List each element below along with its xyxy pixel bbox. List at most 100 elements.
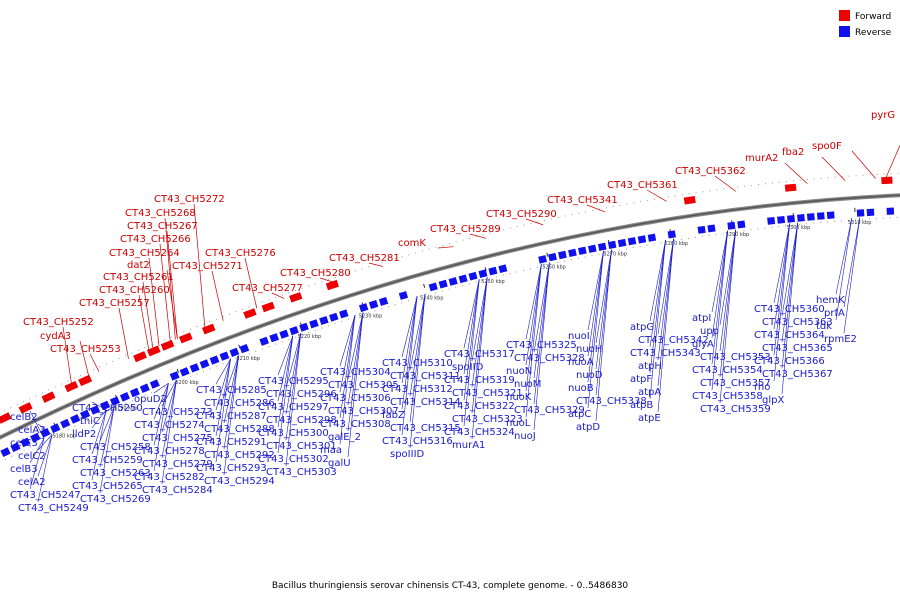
forward-gene-label: cydA3	[40, 331, 71, 342]
reverse-gene-arrow[interactable]	[707, 225, 715, 233]
reverse-gene-arrow[interactable]	[618, 239, 627, 247]
reverse-gene-arrow[interactable]	[220, 352, 230, 361]
reverse-gene-arrow[interactable]	[538, 255, 547, 264]
reverse-gene-arrow[interactable]	[867, 209, 875, 217]
reverse-gene-label: CT43_CH5306	[320, 393, 391, 404]
forward-leader-line	[785, 163, 807, 184]
reverse-gene-arrow[interactable]	[498, 264, 507, 273]
forward-leader-line	[438, 247, 453, 248]
forward-gene-label: CT43_CH5362	[675, 166, 746, 177]
reverse-gene-arrow[interactable]	[120, 392, 130, 402]
forward-gene-label: CT43_CH5271	[172, 261, 243, 272]
reverse-gene-arrow[interactable]	[439, 280, 448, 289]
reverse-gene-label: CT43_CH5316	[382, 436, 453, 447]
reverse-gene-arrow[interactable]	[698, 226, 706, 234]
reverse-gene-arrow[interactable]	[339, 309, 348, 318]
reverse-gene-arrow[interactable]	[150, 379, 160, 388]
reverse-gene-arrow[interactable]	[668, 230, 676, 238]
reverse-gene-arrow[interactable]	[887, 208, 895, 215]
scale-label: 5280 kbp	[665, 241, 689, 247]
reverse-gene-arrow[interactable]	[578, 247, 587, 255]
reverse-gene-arrow[interactable]	[60, 419, 70, 429]
reverse-gene-arrow[interactable]	[259, 337, 269, 346]
reverse-gene-arrow[interactable]	[50, 423, 60, 433]
reverse-gene-arrow[interactable]	[568, 249, 577, 257]
reverse-gene-label: murA1	[452, 440, 485, 451]
reverse-gene-arrow[interactable]	[319, 316, 329, 325]
reverse-gene-arrow[interactable]	[787, 215, 795, 223]
reverse-gene-label: CT43_CH5358	[692, 391, 763, 402]
reverse-gene-arrow[interactable]	[548, 253, 557, 261]
reverse-leader-line	[588, 251, 603, 356]
reverse-gene-label: CT43_CH5259	[72, 455, 143, 466]
reverse-gene-arrow[interactable]	[777, 216, 785, 224]
reverse-gene-arrow[interactable]	[399, 291, 408, 300]
reverse-gene-arrow[interactable]	[648, 234, 656, 242]
forward-gene-arrow[interactable]	[147, 346, 161, 357]
reverse-gene-arrow[interactable]	[329, 313, 338, 322]
reverse-gene-arrow[interactable]	[309, 319, 319, 328]
reverse-gene-label: CT43_CH5250	[72, 403, 143, 414]
forward-gene-label: CT43_CH5266	[120, 234, 191, 245]
reverse-gene-arrow[interactable]	[598, 243, 607, 251]
scale-label: 5290 kbp	[726, 232, 750, 238]
forward-gene-arrow[interactable]	[881, 177, 892, 185]
reverse-gene-arrow[interactable]	[180, 367, 190, 376]
reverse-gene-arrow[interactable]	[488, 267, 497, 276]
reverse-gene-arrow[interactable]	[70, 414, 80, 424]
forward-gene-arrow[interactable]	[684, 196, 696, 205]
reverse-gene-label: CT43_CH5291	[196, 437, 267, 448]
reverse-gene-arrow[interactable]	[210, 355, 220, 364]
forward-gene-arrow[interactable]	[78, 375, 92, 386]
reverse-gene-arrow[interactable]	[737, 221, 745, 229]
reverse-gene-arrow[interactable]	[817, 212, 825, 220]
reverse-gene-arrow[interactable]	[190, 363, 200, 372]
reverse-gene-arrow[interactable]	[807, 213, 815, 221]
forward-gene-label: CT43_CH5276	[205, 248, 276, 259]
reverse-gene-label: CT43_CH5367	[762, 369, 833, 380]
reverse-gene-arrow[interactable]	[449, 277, 458, 286]
reverse-gene-label: rho	[754, 382, 770, 393]
forward-gene-arrow[interactable]	[262, 302, 275, 313]
reverse-gene-label: CT43_CH5285	[196, 385, 267, 396]
reverse-gene-arrow[interactable]	[359, 303, 368, 312]
reverse-gene-arrow[interactable]	[797, 214, 805, 222]
forward-gene-arrow[interactable]	[133, 351, 147, 362]
reverse-gene-arrow[interactable]	[429, 283, 438, 292]
reverse-gene-arrow[interactable]	[140, 384, 150, 394]
reverse-gene-label: spoIIID	[390, 449, 425, 460]
forward-gene-arrow[interactable]	[42, 391, 56, 403]
reverse-gene-arrow[interactable]	[469, 272, 478, 281]
forward-gene-arrow[interactable]	[326, 280, 339, 290]
reverse-gene-arrow[interactable]	[767, 217, 775, 225]
reverse-gene-arrow[interactable]	[857, 209, 865, 217]
reverse-gene-arrow[interactable]	[240, 344, 250, 353]
reverse-gene-arrow[interactable]	[269, 333, 279, 342]
scale-label: 5270 kbp	[603, 252, 627, 258]
reverse-gene-label: CT43_CH5364	[754, 330, 825, 341]
forward-gene-arrow[interactable]	[179, 333, 193, 344]
reverse-gene-arrow[interactable]	[279, 330, 289, 339]
reverse-gene-arrow[interactable]	[727, 222, 735, 230]
forward-gene-arrow[interactable]	[243, 308, 256, 319]
forward-gene-label: CT43_CH5268	[125, 208, 196, 219]
forward-gene-arrow[interactable]	[161, 340, 175, 351]
forward-gene-arrow[interactable]	[785, 184, 797, 192]
forward-gene-arrow[interactable]	[202, 324, 216, 335]
reverse-gene-label: CT43_CH5365	[762, 343, 833, 354]
reverse-gene-arrow[interactable]	[200, 359, 210, 368]
reverse-gene-label: celC3	[10, 438, 38, 449]
reverse-gene-arrow[interactable]	[608, 241, 617, 249]
reverse-gene-arrow[interactable]	[827, 211, 835, 219]
reverse-gene-arrow[interactable]	[638, 235, 647, 243]
reverse-gene-arrow[interactable]	[369, 300, 378, 309]
reverse-gene-label: hemK	[816, 295, 845, 306]
reverse-gene-arrow[interactable]	[379, 297, 388, 306]
reverse-gene-label: atpA	[638, 387, 661, 398]
reverse-gene-arrow[interactable]	[588, 245, 597, 253]
forward-legend-swatch	[839, 10, 850, 21]
reverse-gene-arrow[interactable]	[558, 251, 567, 259]
scale-label: 5240 kbp	[420, 295, 444, 301]
reverse-gene-arrow[interactable]	[459, 275, 468, 284]
reverse-gene-arrow[interactable]	[628, 237, 637, 245]
